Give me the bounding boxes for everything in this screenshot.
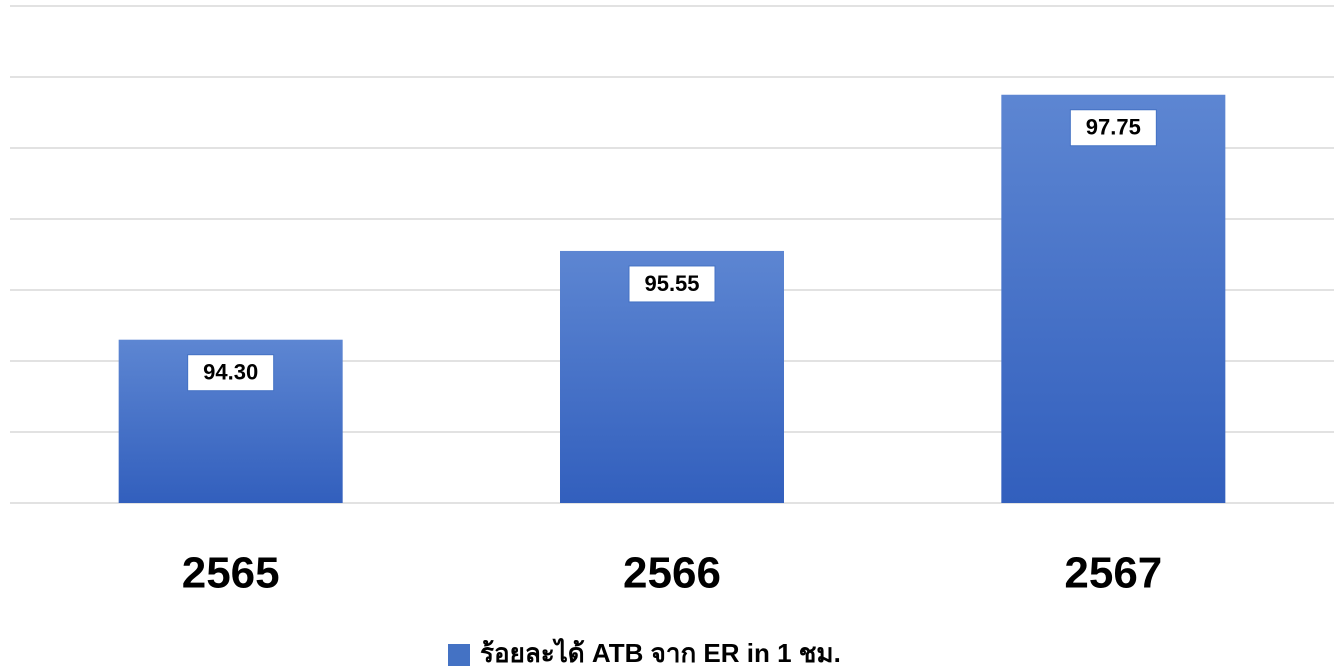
data-label-box xyxy=(187,354,275,392)
data-label-box xyxy=(628,265,716,303)
legend-label: ร้อยละได้ ATB จาก ER in 1 ชม. xyxy=(480,637,841,668)
x-tick-label: 2565 xyxy=(182,549,280,598)
data-label-box xyxy=(1069,109,1157,147)
data-label: 94.30 xyxy=(203,360,258,385)
x-tick-label: 2566 xyxy=(623,549,721,598)
legend-swatch xyxy=(448,644,470,666)
data-label: 97.75 xyxy=(1086,115,1141,140)
data-label: 95.55 xyxy=(644,271,699,296)
bar xyxy=(1001,94,1226,503)
x-tick-label: 2567 xyxy=(1064,549,1162,598)
